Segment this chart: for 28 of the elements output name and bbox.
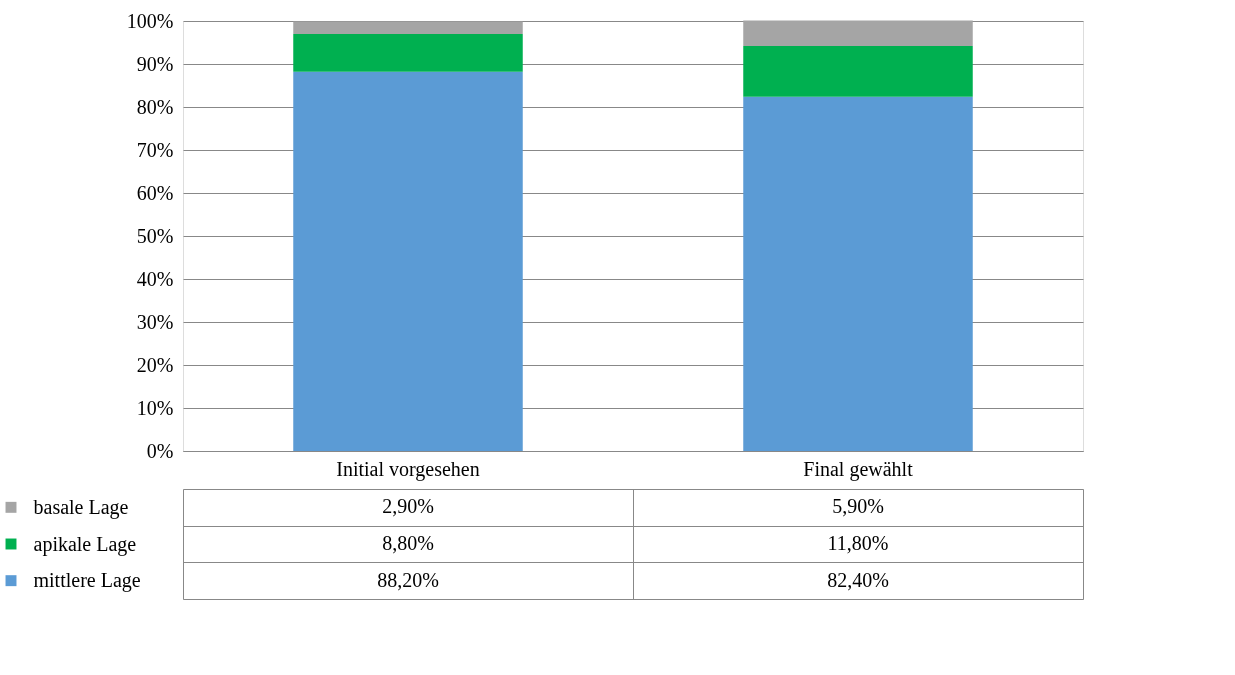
- bar: [293, 71, 523, 451]
- data-label: 5,90%: [832, 495, 884, 518]
- bar: [743, 96, 973, 451]
- data-label: 82,40%: [827, 568, 889, 591]
- y-tick-label: 70%: [136, 138, 174, 161]
- y-tick-label: 60%: [136, 181, 174, 204]
- y-tick-label: 30%: [136, 310, 174, 333]
- legend-label: mittlere Lage: [33, 569, 141, 593]
- y-tick-label: 100%: [126, 9, 174, 32]
- y-tick-label: 50%: [136, 224, 174, 247]
- data-label: 88,20%: [377, 568, 439, 591]
- data-label: 2,90%: [382, 495, 434, 518]
- data-label: 11,80%: [827, 532, 889, 554]
- bar: [293, 33, 523, 72]
- legend-label: apikale Lage: [33, 532, 137, 556]
- y-tick-label: 10%: [136, 396, 174, 419]
- bar: [293, 21, 523, 34]
- bar: [743, 45, 973, 97]
- x-tick-label: Final gewählt: [803, 457, 914, 481]
- legend-label: basale Lage: [33, 495, 129, 519]
- y-tick-label: 40%: [136, 267, 174, 290]
- y-tick-label: 90%: [136, 52, 174, 75]
- data-label: 8,80%: [382, 532, 434, 554]
- y-tick-label: 80%: [136, 95, 174, 118]
- y-tick-label: 0%: [146, 439, 174, 462]
- bar: [743, 20, 973, 46]
- x-tick-label: Initial vorgesehen: [336, 457, 480, 481]
- y-tick-label: 20%: [136, 353, 174, 376]
